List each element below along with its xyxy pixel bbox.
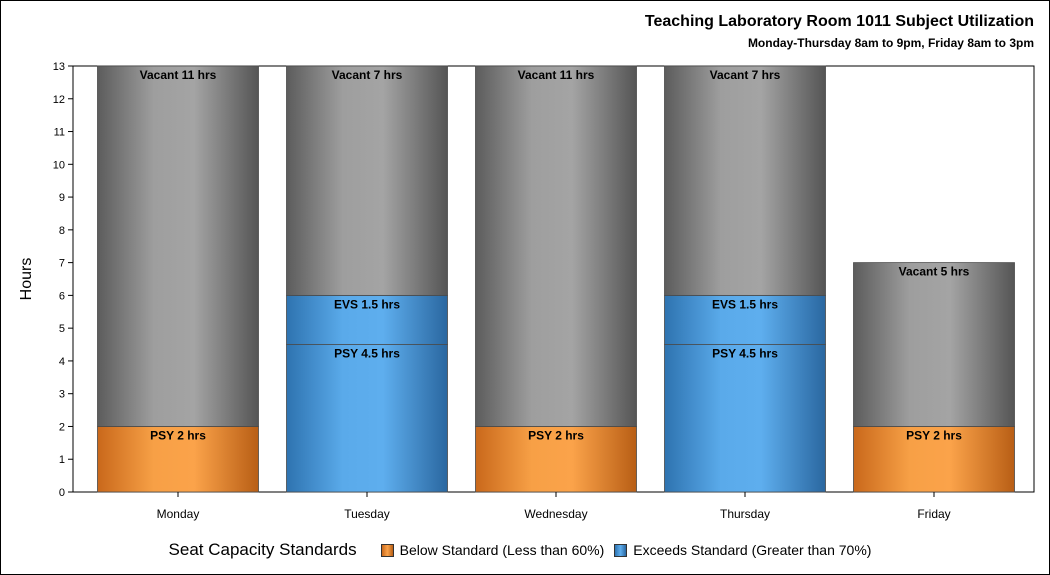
bar-segment-label: Vacant 7 hrs: [710, 68, 781, 82]
bar-segment-label: Vacant 11 hrs: [140, 68, 217, 82]
y-tick-label: 3: [59, 389, 65, 401]
bars-group: PSY 2 hrs Vacant 11 hrs PSY 4.5 hrs EVS 1.5…: [97, 65, 1015, 493]
bar-segment: [286, 294, 448, 345]
bar-segment: [286, 65, 448, 296]
legend-item-exceeds-standard: Exceeds Standard (Greater than 70%): [614, 542, 871, 558]
x-tick-label: Tuesday: [344, 507, 390, 521]
y-tick-label: 7: [59, 258, 65, 270]
x-axis: Monday Tuesday Wednesday Thursday Friday: [157, 492, 951, 521]
bar-segment: [664, 65, 826, 296]
legend-title: Seat Capacity Standards: [168, 540, 357, 559]
x-tick-label: Friday: [917, 507, 950, 521]
bar-segment-label: EVS 1.5 hrs: [712, 297, 778, 311]
bar-segment: [97, 426, 259, 493]
y-tick-label: 5: [59, 323, 65, 335]
bar-segment-label: Vacant 5 hrs: [899, 265, 970, 279]
bar-segment-label: PSY 2 hrs: [528, 428, 584, 442]
bar-segment-label: PSY 2 hrs: [150, 428, 206, 442]
legend-label-exceeds-standard: Exceeds Standard (Greater than 70%): [633, 542, 872, 558]
bar-segment-label: PSY 4.5 hrs: [334, 347, 400, 361]
x-tick-label: Thursday: [720, 507, 770, 521]
bar-segment: [286, 344, 448, 493]
y-tick-label: 6: [59, 290, 65, 302]
bar-segment-label: Vacant 11 hrs: [518, 68, 595, 82]
y-tick-label: 8: [59, 225, 65, 237]
bar-segment: [853, 426, 1015, 493]
y-tick-label: 1: [59, 454, 65, 466]
x-tick-label: Wednesday: [524, 507, 587, 521]
y-tick-label: 13: [53, 61, 65, 73]
bar-segment: [475, 65, 637, 427]
bar-segment: [475, 426, 637, 493]
legend-swatch-exceeds-standard: [614, 543, 628, 557]
y-tick-label: 0: [59, 487, 65, 499]
bar-segment: [97, 65, 259, 427]
legend-label-below-standard: Below Standard (Less than 60%): [399, 542, 605, 558]
bar-segment-label: PSY 2 hrs: [906, 428, 962, 442]
legend-item-below-standard: Below Standard (Less than 60%): [380, 542, 605, 558]
bar-segment-label: EVS 1.5 hrs: [334, 297, 400, 311]
legend-swatch-below-standard: [380, 543, 394, 557]
y-tick-label: 4: [59, 356, 65, 368]
y-axis-label: Hours: [18, 258, 35, 301]
bar-segment: [664, 294, 826, 345]
x-tick-label: Monday: [157, 507, 200, 521]
y-tick-label: 10: [53, 159, 65, 171]
bar-segment-label: PSY 4.5 hrs: [712, 347, 778, 361]
y-tick-label: 11: [54, 127, 65, 139]
bar-segment: [853, 262, 1015, 427]
chart-title: Teaching Laboratory Room 1011 Subject Ut…: [644, 13, 1034, 30]
chart-subtitle: Monday-Thursday 8am to 9pm, Friday 8am t…: [747, 36, 1034, 50]
bar-segment: [664, 344, 826, 493]
bar-segment-label: Vacant 7 hrs: [332, 68, 403, 82]
y-tick-label: 9: [59, 192, 65, 204]
y-tick-label: 12: [53, 94, 65, 106]
legend: Seat Capacity Standards Below Standard (…: [0, 540, 1050, 560]
y-tick-label: 2: [59, 421, 65, 433]
